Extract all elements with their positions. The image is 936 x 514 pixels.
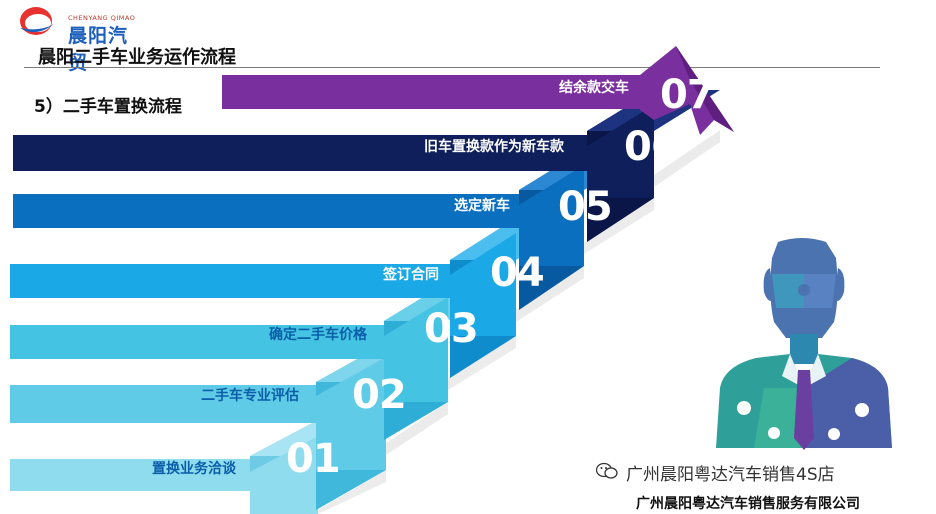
step-01-label: 置换业务洽谈 [152,461,236,477]
step-01-bar [10,459,250,491]
step-07-label: 结余款交车 [559,80,629,96]
logo-chinese: 晨阳汽贸 [68,25,129,74]
step-05-bar [13,194,519,228]
step-01-number: 01 [286,436,341,482]
step-04-label: 签订合同 [383,267,439,283]
step-04-bar [10,264,450,298]
step-03-number: 03 [424,306,479,352]
step-03-label: 确定二手车价格 [269,327,367,343]
company-name: 广州晨阳粤达汽车销售服务有限公司 [636,496,860,512]
step-04-number: 04 [490,250,545,296]
step-02-number: 02 [352,372,407,418]
section-title: 5）二手车置换流程 [34,97,182,117]
step-02-label: 二手车专业评估 [201,388,299,404]
step-05-label: 选定新车 [454,198,510,214]
header-divider [24,67,880,68]
logo-swoosh-icon [20,7,54,35]
step-07-bar [222,75,640,109]
step-03-bar [10,325,384,359]
step-07-number: 07 [660,72,715,118]
step-06-number: 06 [624,124,679,170]
step-06-bar [13,135,587,171]
puzzle-person-illustration [716,238,892,450]
logo: CHENYANG QIMAO 晨阳汽贸 [16,4,146,74]
watermark-text: 广州晨阳粤达汽车销售4S店 [626,465,835,485]
step-02-bar [10,385,316,423]
step-05-number: 05 [558,184,613,230]
wechat-icon [596,462,618,479]
page-title: 晨阳二手车业务运作流程 [38,47,236,68]
logo-english: CHENYANG QIMAO [68,14,136,22]
step-06-label: 旧车置换款作为新车款 [424,139,564,155]
